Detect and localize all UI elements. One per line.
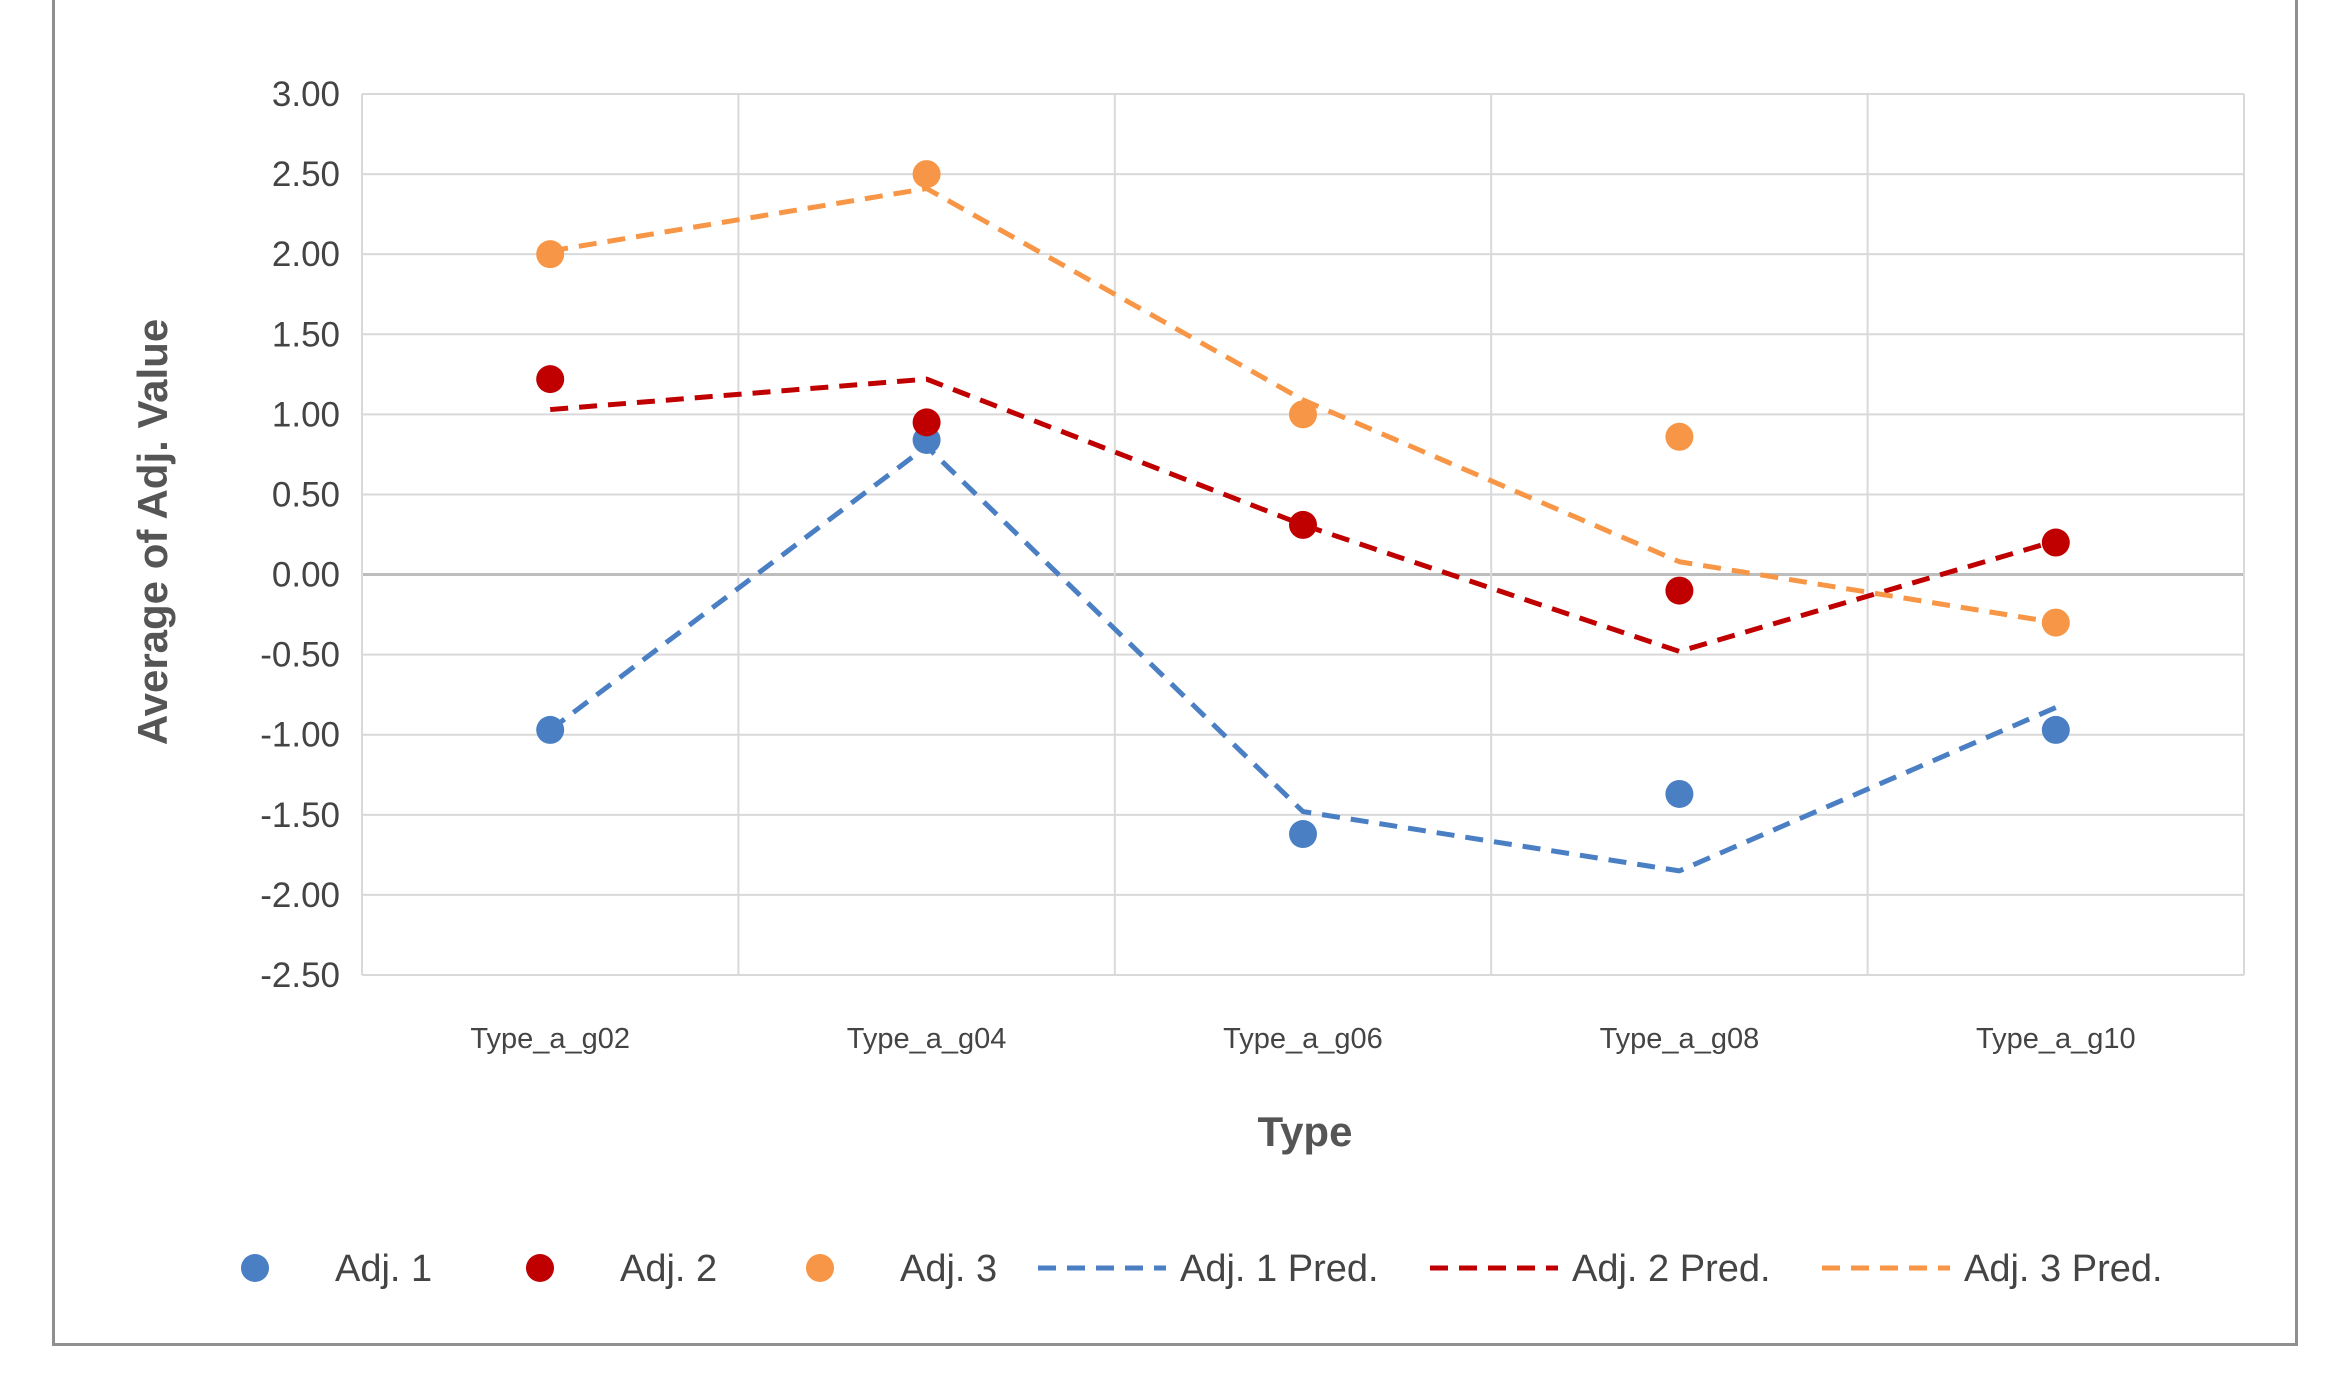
series-layer [536, 160, 2070, 874]
data-point-adj-1 [1665, 779, 1694, 808]
data-point-adj-2 [536, 365, 565, 394]
y-tick-label: 1.00 [272, 395, 340, 434]
x-tick-label: Type_a_g06 [1223, 1023, 1383, 1055]
data-point-adj-2 [2041, 528, 2070, 557]
legend-label: Adj. 2 [620, 1248, 717, 1290]
data-point-adj-1 [1289, 820, 1317, 849]
y-tick-label: -0.50 [260, 636, 340, 675]
x-tick-label: Type_a_g04 [847, 1023, 1007, 1055]
y-tick-label: -1.00 [260, 716, 340, 755]
x-axis-title: Type [1258, 1108, 1353, 1155]
data-point-adj-3 [912, 160, 941, 189]
data-point-adj-1 [536, 715, 565, 744]
y-tick-label: 0.50 [272, 475, 340, 514]
x-tick-label: Type_a_g02 [470, 1023, 630, 1055]
legend-marker-adj-3 [806, 1254, 834, 1282]
legend-label: Adj. 3 Pred. [1964, 1248, 2163, 1290]
series-line-adj-1-pred- [548, 443, 2057, 874]
legend-marker-adj-1 [241, 1254, 269, 1282]
series-line-adj-2-pred- [549, 376, 2057, 654]
data-point-adj-3 [536, 240, 565, 269]
y-tick-label: 2.50 [272, 155, 340, 194]
y-tick-label: 2.00 [272, 235, 340, 274]
y-tick-label: -2.50 [260, 956, 340, 995]
y-tick-label: -1.50 [260, 796, 340, 835]
x-tick-label: Type_a_g10 [1976, 1023, 2136, 1055]
y-tick-label: 0.00 [272, 556, 340, 595]
legend: Adj. 1 Adj. 2 Adj. 3 Adj. 1 Pred. Adj. 2 Pre… [241, 1248, 2163, 1290]
data-point-adj-3 [1289, 400, 1317, 429]
chart-frame [52, 0, 2298, 1346]
x-tick-label: Type_a_g08 [1600, 1023, 1760, 1055]
legend-marker-adj-2 [526, 1254, 554, 1282]
data-point-adj-2 [912, 408, 941, 437]
data-point-adj-3 [2041, 608, 2070, 637]
data-point-adj-2 [1665, 576, 1694, 605]
tick-layer: 3.00 2.50 2.00 1.50 1.00 0.50 0.00 -0.50 -1.00 -1… [260, 75, 2135, 1055]
data-point-adj-2 [1289, 510, 1317, 539]
legend-label: Adj. 1 Pred. [1180, 1248, 1379, 1290]
y-axis-title: Average of Adj. Value [129, 319, 176, 745]
y-tick-label: 1.50 [272, 315, 340, 354]
y-tick-label: 3.00 [272, 75, 340, 114]
legend-label: Adj. 1 [335, 1248, 432, 1290]
data-point-adj-3 [1665, 422, 1694, 451]
y-tick-label: -2.00 [260, 876, 340, 915]
series-line-adj-3-pred- [549, 186, 2057, 626]
legend-label: Adj. 3 [900, 1248, 997, 1290]
legend-label: Adj. 2 Pred. [1572, 1248, 1771, 1290]
data-point-adj-1 [2041, 715, 2070, 744]
